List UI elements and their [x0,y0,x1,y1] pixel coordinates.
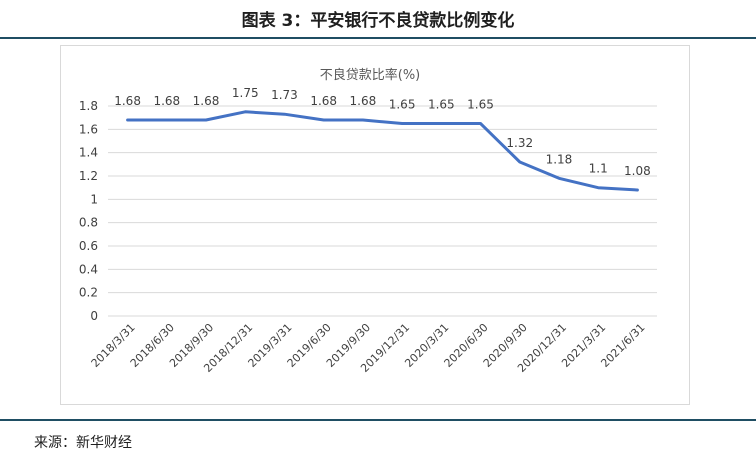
data-label: 1.68 [153,94,180,108]
chart-area [60,45,690,405]
y-tick-label: 0.8 [79,216,98,230]
data-label: 1.68 [193,94,220,108]
data-label: 1.68 [350,94,377,108]
data-label: 1.32 [506,136,533,150]
data-label: 1.18 [546,152,573,166]
data-label: 1.73 [271,88,298,102]
data-label: 1.1 [589,162,608,176]
data-label: 1.75 [232,86,259,100]
y-tick-label: 1.8 [79,99,98,113]
data-label: 1.68 [114,94,141,108]
y-tick-label: 0.4 [79,262,98,276]
data-label: 1.68 [310,94,337,108]
data-label: 1.65 [428,98,455,112]
x-axis-ticks: 2018/3/312018/6/302018/9/302018/12/31201… [89,321,648,375]
data-label: 1.65 [467,98,494,112]
bottom-rule [0,419,756,421]
y-tick-label: 0 [90,309,98,323]
y-axis-ticks: 0 0.2 0.4 0.6 0.8 1 1.2 1.4 1.6 1.8 [79,99,98,323]
y-tick-label: 0.6 [79,239,98,253]
y-tick-label: 1.4 [79,146,98,160]
data-label: 1.65 [389,98,416,112]
source-note: 来源：新华财经 [34,435,132,451]
figure-title: 图表 3：平安银行不良贷款比例变化 [241,11,515,31]
data-labels: 1.68 1.68 1.68 1.75 1.73 1.68 1.68 1.65 1.65 1.65… [114,86,651,178]
y-tick-label: 1 [90,192,98,206]
top-rule [0,37,756,39]
chart-title: 不良贷款比率(%) [320,67,421,83]
y-tick-label: 1.6 [79,122,98,136]
data-label: 1.08 [624,164,651,178]
gridlines [108,105,657,317]
series-line [126,110,639,192]
y-tick-label: 0.2 [79,286,98,300]
y-tick-label: 1.2 [79,169,98,183]
